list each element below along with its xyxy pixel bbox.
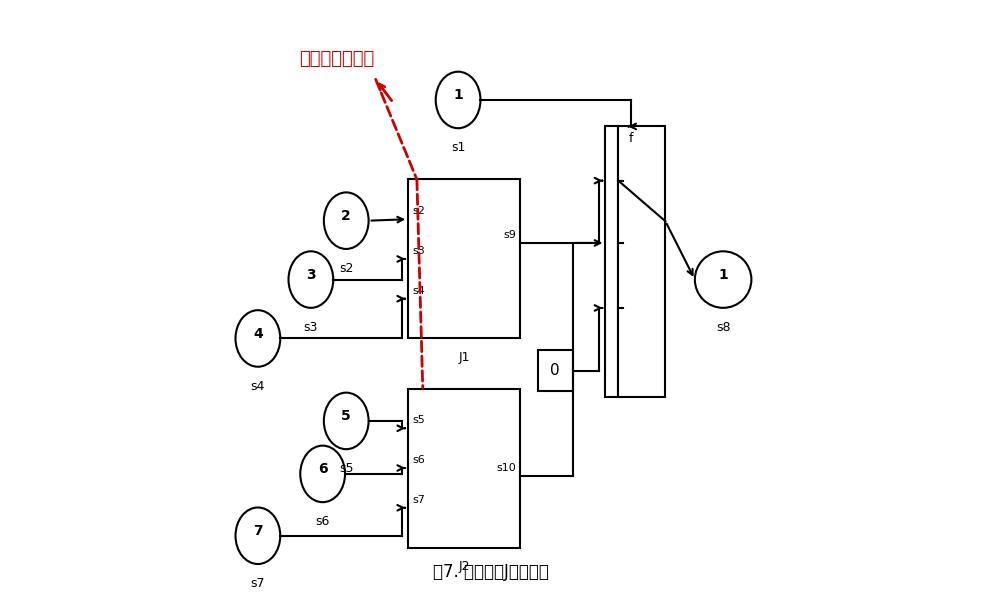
Text: J2: J2 <box>458 560 470 573</box>
Text: s3: s3 <box>412 246 425 256</box>
Text: 7: 7 <box>253 524 263 538</box>
Bar <box>408 389 520 548</box>
Ellipse shape <box>235 507 281 564</box>
Text: 1: 1 <box>453 88 463 103</box>
Text: 2: 2 <box>341 209 351 223</box>
Ellipse shape <box>695 252 751 308</box>
Text: s6: s6 <box>316 515 330 528</box>
Ellipse shape <box>235 310 281 367</box>
Text: 4: 4 <box>253 327 263 341</box>
Text: 0: 0 <box>550 364 560 378</box>
Text: s3: s3 <box>304 321 318 334</box>
Text: f: f <box>628 132 633 145</box>
Text: 5: 5 <box>341 409 351 423</box>
Ellipse shape <box>300 446 345 502</box>
Text: s5: s5 <box>412 415 425 426</box>
Bar <box>408 179 520 339</box>
Text: 1: 1 <box>718 268 728 282</box>
Ellipse shape <box>436 72 481 128</box>
Text: サブシステム化: サブシステム化 <box>299 49 375 68</box>
Text: 6: 6 <box>318 462 328 476</box>
Ellipse shape <box>288 252 334 308</box>
Text: s7: s7 <box>412 495 425 505</box>
Text: 3: 3 <box>306 268 316 282</box>
Text: s7: s7 <box>250 577 265 590</box>
Text: s5: s5 <box>339 462 353 475</box>
Text: 図7. 改善後のJのモデル: 図7. 改善後のJのモデル <box>433 563 548 581</box>
Text: s9: s9 <box>503 230 516 240</box>
Text: s10: s10 <box>496 463 516 473</box>
Bar <box>605 126 618 398</box>
Bar <box>618 126 665 398</box>
Text: J1: J1 <box>458 352 470 364</box>
Text: s2: s2 <box>339 262 353 275</box>
Bar <box>538 350 573 392</box>
Text: s1: s1 <box>451 141 465 154</box>
Ellipse shape <box>324 393 369 449</box>
Text: s4: s4 <box>412 285 425 296</box>
Text: s2: s2 <box>412 206 425 216</box>
Text: s4: s4 <box>251 380 265 393</box>
Text: s8: s8 <box>716 321 731 334</box>
Text: s6: s6 <box>412 455 425 465</box>
Ellipse shape <box>324 193 369 249</box>
